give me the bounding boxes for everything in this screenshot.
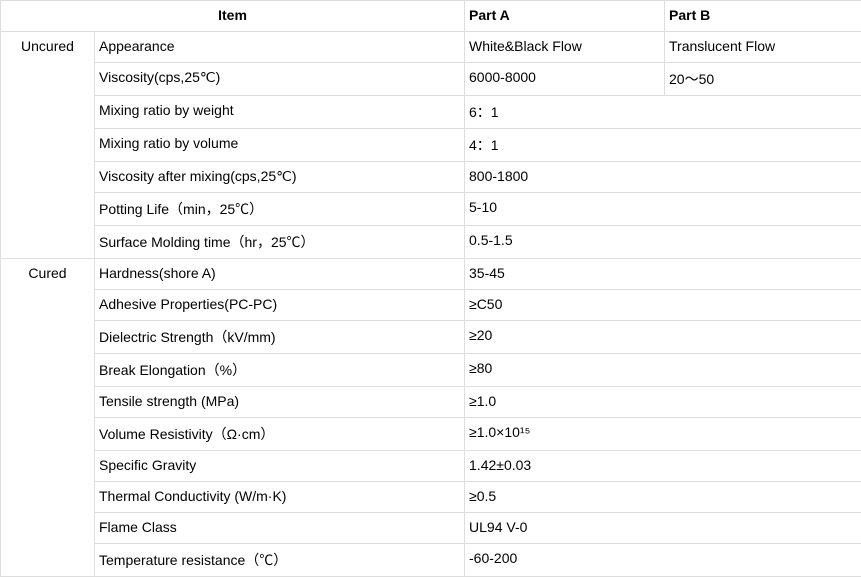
item-cell: Potting Life（min，25℃） [95, 193, 465, 226]
table-row: Thermal Conductivity (W/m·K)≥0.5 [1, 482, 861, 513]
item-cell: Adhesive Properties(PC-PC) [95, 290, 465, 321]
value-cell-b: 20～50 [665, 63, 861, 96]
item-cell: Appearance [95, 32, 465, 63]
value-cell-a: 6000-8000 [465, 63, 665, 96]
item-cell: Surface Molding time（hr，25℃） [95, 226, 465, 259]
table-row: Volume Resistivity（Ω·cm）≥1.0×10¹⁵ [1, 418, 861, 451]
value-cell-merged: ≥0.5 [465, 482, 861, 513]
table-row: UncuredAppearanceWhite&Black FlowTranslu… [1, 32, 861, 63]
value-cell-merged: 5-10 [465, 193, 861, 226]
table-row: Potting Life（min，25℃）5-10 [1, 193, 861, 226]
item-cell: Mixing ratio by volume [95, 129, 465, 162]
table-row: Flame ClassUL94 V-0 [1, 513, 861, 544]
header-row: Item Part A Part B [1, 1, 861, 32]
item-cell: Mixing ratio by weight [95, 96, 465, 129]
value-cell-merged: ≥1.0 [465, 387, 861, 418]
table-row: Specific Gravity1.42±0.03 [1, 451, 861, 482]
value-cell-merged: UL94 V-0 [465, 513, 861, 544]
table-row: Dielectric Strength（kV/mm)≥20 [1, 321, 861, 354]
table-row: Viscosity(cps,25℃)6000-800020～50 [1, 63, 861, 96]
item-cell: Volume Resistivity（Ω·cm） [95, 418, 465, 451]
table-row: Tensile strength (MPa)≥1.0 [1, 387, 861, 418]
value-cell-merged: 4：1 [465, 129, 861, 162]
value-cell-merged: ≥80 [465, 354, 861, 387]
item-cell: Viscosity(cps,25℃) [95, 63, 465, 96]
table-row: Viscosity after mixing(cps,25℃)800-1800 [1, 162, 861, 193]
spec-table: Item Part A Part B UncuredAppearanceWhit… [0, 0, 861, 577]
value-cell-merged: 0.5-1.5 [465, 226, 861, 259]
item-cell: Viscosity after mixing(cps,25℃) [95, 162, 465, 193]
value-cell-merged: ≥1.0×10¹⁵ [465, 418, 861, 451]
group-label: Uncured [1, 32, 95, 259]
header-item: Item [1, 1, 465, 32]
value-cell-merged: ≥C50 [465, 290, 861, 321]
table-row: Mixing ratio by weight6：1 [1, 96, 861, 129]
group-label: Cured [1, 259, 95, 577]
table-row: CuredHardness(shore A)35-45 [1, 259, 861, 290]
header-part-a: Part A [465, 1, 665, 32]
table-row: Adhesive Properties(PC-PC)≥C50 [1, 290, 861, 321]
item-cell: Thermal Conductivity (W/m·K) [95, 482, 465, 513]
header-part-b: Part B [665, 1, 861, 32]
table-row: Surface Molding time（hr，25℃）0.5-1.5 [1, 226, 861, 259]
value-cell-a: White&Black Flow [465, 32, 665, 63]
table-row: Mixing ratio by volume4：1 [1, 129, 861, 162]
table-row: Break Elongation（%）≥80 [1, 354, 861, 387]
value-cell-merged: 35-45 [465, 259, 861, 290]
spec-table-container: Item Part A Part B UncuredAppearanceWhit… [0, 0, 861, 577]
item-cell: Break Elongation（%） [95, 354, 465, 387]
value-cell-merged: 1.42±0.03 [465, 451, 861, 482]
item-cell: Flame Class [95, 513, 465, 544]
value-cell-merged: 800-1800 [465, 162, 861, 193]
value-cell-merged: ≥20 [465, 321, 861, 354]
table-body: UncuredAppearanceWhite&Black FlowTranslu… [1, 32, 861, 577]
value-cell-b: Translucent Flow [665, 32, 861, 63]
item-cell: Tensile strength (MPa) [95, 387, 465, 418]
item-cell: Dielectric Strength（kV/mm) [95, 321, 465, 354]
item-cell: Hardness(shore A) [95, 259, 465, 290]
table-row: Temperature resistance（℃）-60-200 [1, 544, 861, 577]
value-cell-merged: 6：1 [465, 96, 861, 129]
item-cell: Temperature resistance（℃） [95, 544, 465, 577]
value-cell-merged: -60-200 [465, 544, 861, 577]
item-cell: Specific Gravity [95, 451, 465, 482]
table-head: Item Part A Part B [1, 1, 861, 32]
